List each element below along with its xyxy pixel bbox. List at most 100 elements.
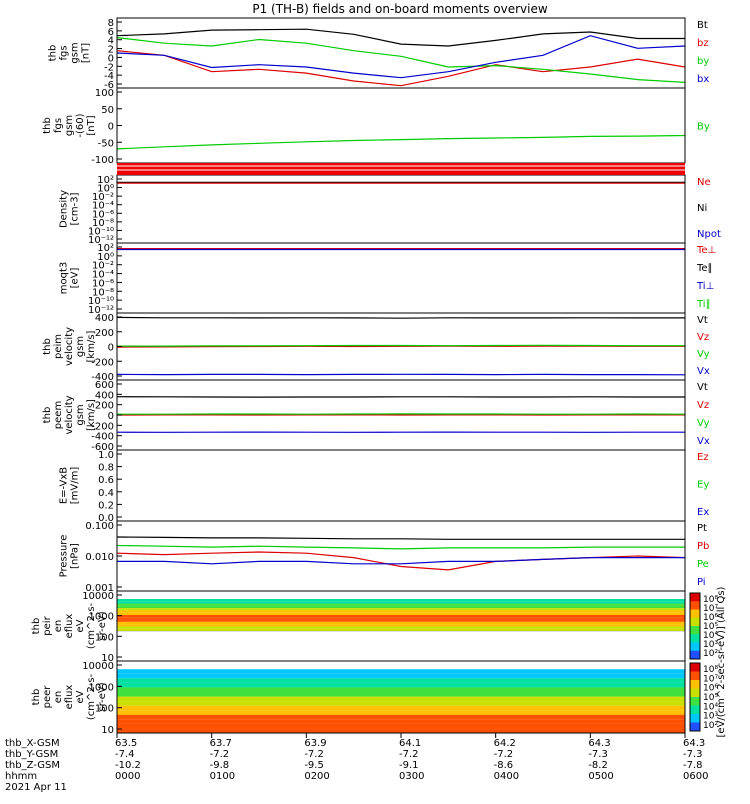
ylabel-word: thb <box>42 117 53 134</box>
heatmap-band <box>117 710 685 715</box>
ytick-label: 1.0 <box>98 450 114 461</box>
ylabel-word: [nPa] <box>70 543 81 569</box>
ytick-label: 0.6 <box>98 475 114 486</box>
ylabel-word: [cm-3] <box>70 192 81 225</box>
legend-Vy: Vy <box>697 349 710 360</box>
footer-date: 2021 Apr 11 <box>5 782 67 793</box>
heatmap-band <box>117 601 685 603</box>
ylabel-word: (cm^2-s- <box>86 673 97 720</box>
ylabel-word: peir <box>42 615 53 635</box>
ytick-label: 100 <box>95 88 114 99</box>
colorbar-segment <box>690 697 700 706</box>
footer-value: 63.5 <box>115 738 137 749</box>
legend-Bt: Bt <box>697 20 708 31</box>
heatmap-band <box>117 669 685 674</box>
panel-2: 10²10⁰10⁻²10⁻⁴10⁻⁶10⁻⁸10⁻¹⁰10⁻¹²Density[… <box>59 175 721 246</box>
legend-Npot: Npot <box>697 229 721 240</box>
heatmap-band <box>117 683 685 688</box>
ylabel-word: peem <box>53 401 64 429</box>
ytick-label: 0.8 <box>98 463 114 474</box>
colorbar-segment <box>690 643 700 652</box>
footer-value: 64.2 <box>494 738 516 749</box>
heatmap-band <box>117 624 685 626</box>
heatmap-band <box>117 715 685 720</box>
ytick-label: 10 <box>101 725 114 736</box>
ylabel-word: [mV/m] <box>70 467 81 505</box>
heatmap-band <box>117 613 685 615</box>
ylabel-word: Density <box>59 190 70 228</box>
colorbar-segment <box>690 672 700 681</box>
ylabel-word: velocity <box>64 395 75 434</box>
footer-value: -9.8 <box>210 760 230 771</box>
ytick-label: 400 <box>95 313 114 324</box>
colorbar-segment <box>690 680 700 689</box>
legend-Pe: Pe <box>697 559 709 570</box>
heatmap-band <box>117 701 685 706</box>
heatmap-band <box>117 599 685 601</box>
ylabel-word: gsm <box>70 42 81 63</box>
footer-value: 0600 <box>683 771 708 782</box>
colorbar-segment <box>690 634 700 643</box>
ylabel-word: thb <box>48 45 59 62</box>
legend-Ni: Ni <box>697 203 707 214</box>
ylabel-word: moqt3 <box>59 262 70 295</box>
legend-by: by <box>697 56 709 67</box>
heatmap-band <box>117 687 685 692</box>
ylabel-word: thb <box>31 618 42 635</box>
colorbar-segment <box>690 626 700 635</box>
series-line-Bt <box>117 29 685 46</box>
ylabel-word: eflux <box>64 614 75 639</box>
ylabel-word: [eV] <box>70 268 81 289</box>
ylabel-word: fgs <box>53 118 64 133</box>
ylabel-word: en <box>53 691 64 704</box>
ylabel-word: (cm^2-s- <box>86 602 97 649</box>
legend-Vx: Vx <box>697 366 710 377</box>
heatmap-band <box>117 622 685 624</box>
legend-Vt: Vt <box>697 315 708 326</box>
legend-Vz: Vz <box>697 400 709 411</box>
ytick-label: -100 <box>91 155 114 166</box>
ylabel-word: en <box>53 620 64 633</box>
heatmap-band <box>117 692 685 697</box>
footer-value: 0500 <box>588 771 613 782</box>
heatmap-band <box>117 610 685 612</box>
footer-value: -7.2 <box>210 749 230 760</box>
heatmap-band <box>117 674 685 679</box>
ylabel-word: Pressure <box>59 535 70 578</box>
ylabel-word: velocity <box>64 327 75 366</box>
legend-bx: bx <box>697 74 709 85</box>
ylabel-word: sr-eV) <box>97 611 108 640</box>
footer-value: -7.2 <box>494 749 514 760</box>
legend-By: By <box>697 122 710 133</box>
panel-frame <box>117 175 685 243</box>
footer-value: -10.2 <box>115 760 141 771</box>
ylabel-word: gsm <box>75 404 86 425</box>
heatmap-band <box>117 678 685 683</box>
colorbar-segment <box>690 706 700 715</box>
heatmap-band <box>117 608 685 610</box>
footer-row-label: thb_Z-GSM <box>5 760 60 771</box>
ylabel-word: peer <box>42 685 53 709</box>
heatmap-band <box>117 626 685 628</box>
heatmap-floor <box>117 631 685 632</box>
colorbar: 10⁸10⁷10⁶10⁵10⁴10³10²10⁸10⁷10⁶10⁵10⁴10³1… <box>690 586 727 737</box>
panel-frame <box>117 450 685 521</box>
ytick-label: 10000 <box>82 661 114 672</box>
footer-value: 0100 <box>210 771 235 782</box>
ytick-label: 0 <box>108 343 114 354</box>
footer-value: 64.1 <box>399 738 421 749</box>
ytick-label: 0.100 <box>85 521 114 532</box>
legend-Ti⊥: Ti⊥ <box>696 281 714 292</box>
legend-Pt: Pt <box>697 523 707 534</box>
ytick-label: 0.2 <box>98 500 114 511</box>
legend-Vy: Vy <box>697 418 710 429</box>
ylabel-word: fgs <box>59 45 70 60</box>
colorbar-segment <box>690 651 700 660</box>
colorbar-segment <box>690 601 700 610</box>
ytick-label: 50 <box>101 105 114 116</box>
